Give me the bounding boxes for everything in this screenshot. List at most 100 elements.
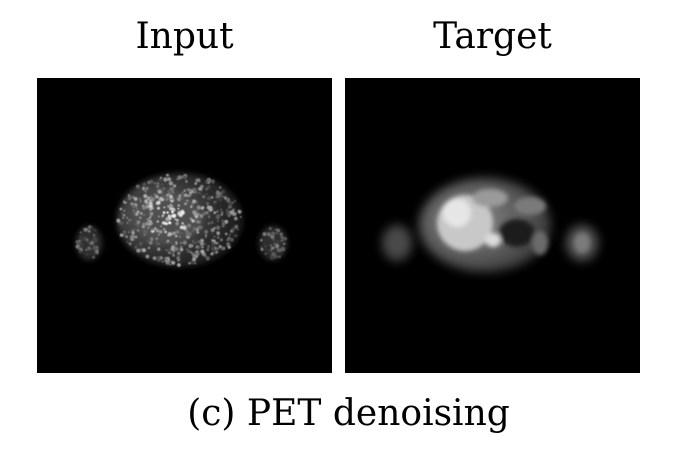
noise-speckle xyxy=(152,197,155,201)
noise-speckle xyxy=(227,245,231,249)
noise-speckle xyxy=(171,191,174,194)
noise-speckle xyxy=(179,245,183,249)
noise-speckle xyxy=(136,229,140,232)
noise-speckle xyxy=(148,216,151,219)
noise-speckle xyxy=(171,260,176,265)
noise-speckle xyxy=(280,235,284,239)
noise-speckle xyxy=(192,230,194,232)
noise-speckle xyxy=(179,247,184,252)
noise-speckle xyxy=(268,227,272,230)
noise-speckle xyxy=(228,233,232,237)
noise-speckle xyxy=(173,192,176,195)
noise-speckle xyxy=(205,256,210,261)
noise-speckle xyxy=(219,238,224,242)
noise-speckle xyxy=(193,238,198,243)
noise-speckle xyxy=(215,215,220,220)
noise-speckle xyxy=(199,241,204,246)
noise-speckle xyxy=(260,238,263,242)
noise-speckle xyxy=(266,232,271,237)
noise-speckle xyxy=(161,260,164,263)
noise-speckle xyxy=(213,235,216,238)
noise-speckle xyxy=(199,189,202,192)
noise-speckle xyxy=(276,228,281,233)
noise-speckle xyxy=(162,211,166,214)
noise-speckle xyxy=(204,236,207,238)
noise-speckle xyxy=(149,215,152,218)
noise-speckle xyxy=(144,203,148,206)
noise-speckle xyxy=(127,218,130,221)
noise-speckle xyxy=(210,253,213,256)
noise-speckle xyxy=(142,248,146,253)
noise-speckle xyxy=(234,224,239,229)
noise-speckle xyxy=(162,187,166,191)
noise-speckle xyxy=(86,253,89,256)
noise-speckle xyxy=(192,187,197,192)
noise-speckle xyxy=(220,211,224,215)
noise-speckle xyxy=(171,213,177,219)
noise-speckle xyxy=(153,193,158,197)
noise-speckle xyxy=(225,208,230,213)
panel-label-target: Target xyxy=(433,16,552,57)
noise-speckle xyxy=(224,195,227,198)
noise-speckle xyxy=(207,245,210,248)
noise-speckle xyxy=(144,199,149,204)
noise-speckle xyxy=(139,216,142,219)
noise-speckle xyxy=(134,245,138,249)
noise-speckle xyxy=(157,215,160,218)
noise-speckle xyxy=(229,237,234,242)
noise-speckle xyxy=(210,196,214,199)
noise-speckle xyxy=(89,240,95,246)
noise-speckle xyxy=(182,225,187,230)
noise-speckle xyxy=(169,206,171,208)
noise-speckle xyxy=(181,222,184,225)
noise-speckle xyxy=(187,200,191,203)
noise-speckle xyxy=(177,259,180,262)
noise-speckle xyxy=(122,213,126,217)
noise-speckle xyxy=(205,193,208,196)
noise-speckle xyxy=(178,211,180,214)
noise-speckle xyxy=(192,257,196,262)
dark-organ-region xyxy=(499,219,535,247)
noise-speckle xyxy=(169,263,172,266)
noise-speckle xyxy=(275,232,278,235)
noise-speckle xyxy=(281,253,283,256)
noise-speckle xyxy=(270,246,275,250)
noise-speckle xyxy=(172,241,176,245)
noise-speckle xyxy=(185,231,191,237)
noise-speckle xyxy=(147,181,151,184)
noise-speckle xyxy=(176,243,180,247)
noise-speckle xyxy=(210,221,214,224)
noise-speckle xyxy=(157,247,161,251)
noise-speckle xyxy=(148,201,153,206)
noise-speckle xyxy=(135,207,138,210)
noise-speckle xyxy=(211,233,214,236)
noise-speckle xyxy=(162,257,165,260)
noise-speckle xyxy=(136,248,141,253)
noise-speckle xyxy=(134,212,139,216)
noise-speckle xyxy=(231,211,236,216)
noise-speckle xyxy=(127,194,131,197)
noise-speckle xyxy=(233,234,236,237)
noise-speckle xyxy=(150,220,153,223)
noise-speckle xyxy=(231,227,235,231)
noise-speckle xyxy=(83,227,88,232)
noise-speckle xyxy=(206,202,209,206)
noise-speckle xyxy=(226,241,230,245)
noise-speckle xyxy=(159,255,163,260)
noise-speckle xyxy=(279,232,283,236)
noise-speckle xyxy=(274,243,280,249)
noise-speckle xyxy=(207,185,211,189)
noise-speckle xyxy=(181,210,185,215)
noise-speckle xyxy=(196,252,200,256)
noise-speckle xyxy=(197,240,201,244)
noise-speckle xyxy=(185,248,189,252)
noise-speckle xyxy=(172,184,176,187)
noise-speckle xyxy=(200,184,204,189)
noise-speckle xyxy=(129,219,132,222)
noise-speckle xyxy=(206,196,212,201)
noise-speckle xyxy=(133,212,136,215)
noise-speckle xyxy=(196,209,199,212)
noise-speckle xyxy=(147,246,151,250)
noise-speckle xyxy=(150,206,154,210)
noise-speckle xyxy=(88,226,91,229)
